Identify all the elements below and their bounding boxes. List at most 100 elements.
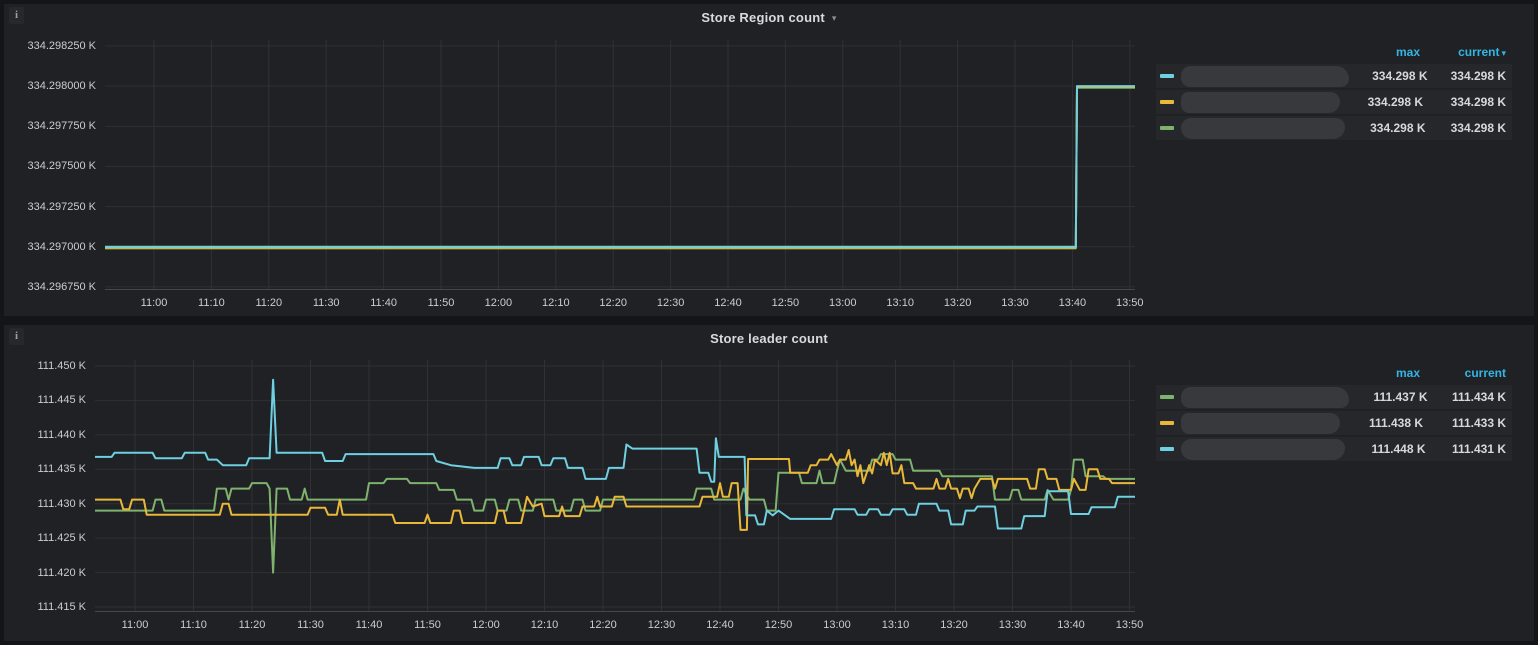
x-tick-label: 12:30 xyxy=(656,297,685,309)
x-tick-label: 12:40 xyxy=(706,619,734,631)
x-tick-label: 12:20 xyxy=(599,297,627,309)
x-tick-label: 12:40 xyxy=(714,297,742,309)
redacted-series-name xyxy=(1181,65,1349,87)
series-line-yellow xyxy=(95,449,1135,531)
redacted-series-name xyxy=(1181,117,1345,139)
legend-header: max current xyxy=(1156,363,1512,385)
legend-row[interactable]: 111.438 K 111.433 K xyxy=(1156,411,1512,435)
x-tick-label: 13:00 xyxy=(823,619,851,631)
series-color-swatch xyxy=(1160,74,1174,78)
x-tick-label: 13:20 xyxy=(943,297,972,309)
x-tick-label: 13:50 xyxy=(1116,297,1144,309)
x-tick-label: 11:00 xyxy=(121,619,149,631)
chart-svg xyxy=(95,360,1135,612)
series-color-swatch xyxy=(1160,395,1174,399)
x-tick-label: 12:10 xyxy=(542,297,570,309)
chart-area[interactable] xyxy=(95,360,1135,612)
x-tick-label: 11:20 xyxy=(255,297,283,309)
legend-row[interactable]: 334.298 K 334.298 K xyxy=(1156,64,1512,88)
chart-area[interactable] xyxy=(105,40,1135,290)
y-tick-label: 111.450 K xyxy=(37,359,86,372)
x-tick-label: 13:30 xyxy=(1001,297,1029,309)
legend-current-value: 111.434 K xyxy=(1451,390,1506,404)
redacted-series-name xyxy=(1181,412,1340,434)
redacted-series-name xyxy=(1181,438,1345,460)
panel-info-icon[interactable]: i xyxy=(9,7,24,24)
legend-column-max[interactable]: max xyxy=(1395,45,1420,59)
panel-store-leader-count: i Store leader count max current 111.437 K… xyxy=(4,325,1534,641)
panel-store-region-count: i Store Region count ▾ max current ▾ 334.298… xyxy=(4,4,1534,316)
series-line-green xyxy=(105,86,1135,250)
legend-max-value: 334.298 K xyxy=(1370,121,1426,135)
x-tick-label: 11:30 xyxy=(297,619,324,631)
x-tick-label: 11:40 xyxy=(370,297,397,309)
panel-title[interactable]: Store Region count ▾ xyxy=(4,10,1534,25)
chart-svg xyxy=(105,40,1135,290)
panel-title[interactable]: Store leader count xyxy=(4,331,1534,346)
series-color-swatch xyxy=(1160,421,1174,425)
series-line-yellow xyxy=(105,85,1135,249)
x-tick-label: 12:00 xyxy=(472,619,500,631)
y-tick-label: 334.296750 K xyxy=(27,280,96,293)
series-color-swatch xyxy=(1160,126,1174,130)
panel-info-icon[interactable]: i xyxy=(9,328,24,345)
legend-current-value: 334.298 K xyxy=(1450,69,1506,83)
legend-column-current[interactable]: current xyxy=(1464,366,1506,380)
legend-row[interactable]: 111.437 K 111.434 K xyxy=(1156,385,1512,409)
x-tick-label: 12:50 xyxy=(764,619,793,631)
legend-current-value: 111.433 K xyxy=(1451,416,1506,430)
y-tick-label: 334.297500 K xyxy=(27,160,96,173)
legend-current-value: 334.298 K xyxy=(1450,121,1506,135)
legend-row[interactable]: 334.298 K 334.298 K xyxy=(1156,90,1512,114)
x-tick-label: 13:50 xyxy=(1115,619,1144,631)
y-tick-label: 334.298250 K xyxy=(27,39,96,52)
x-tick-label: 11:20 xyxy=(238,619,266,631)
x-tick-label: 13:30 xyxy=(998,619,1027,631)
panel-title-text: Store Region count xyxy=(701,10,825,25)
x-tick-label: 11:50 xyxy=(427,297,455,309)
x-tick-label: 13:10 xyxy=(881,619,910,631)
x-tick-label: 13:20 xyxy=(940,619,968,631)
series-line-green xyxy=(95,453,1135,574)
y-tick-label: 111.435 K xyxy=(37,463,86,476)
legend-max-value: 334.298 K xyxy=(1367,95,1423,109)
legend-max-value: 111.437 K xyxy=(1373,390,1428,404)
redacted-series-name xyxy=(1181,386,1349,408)
legend-current-value: 334.298 K xyxy=(1450,95,1506,109)
legend-max-value: 111.438 K xyxy=(1368,416,1423,430)
sort-desc-icon: ▾ xyxy=(1501,48,1506,58)
y-tick-label: 334.297250 K xyxy=(27,200,96,213)
legend-row[interactable]: 334.298 K 334.298 K xyxy=(1156,116,1512,140)
x-tick-label: 11:10 xyxy=(198,297,225,309)
x-tick-label: 11:10 xyxy=(180,619,207,631)
legend-current-value: 111.431 K xyxy=(1451,442,1506,456)
y-tick-label: 111.415 K xyxy=(37,601,86,613)
y-tick-label: 334.298000 K xyxy=(27,80,96,93)
legend-column-current[interactable]: current ▾ xyxy=(1458,45,1506,59)
legend-column-max[interactable]: max xyxy=(1395,366,1420,380)
x-tick-label: 13:40 xyxy=(1057,619,1085,631)
x-tick-label: 13:10 xyxy=(886,297,914,309)
x-tick-label: 12:10 xyxy=(530,619,559,631)
x-tick-label: 12:00 xyxy=(484,297,513,309)
legend-header: max current ▾ xyxy=(1156,42,1512,64)
x-tick-label: 12:30 xyxy=(647,619,676,631)
y-tick-label: 111.430 K xyxy=(37,497,86,510)
legend: max current ▾ 334.298 K 334.298 K 334.298 K 33… xyxy=(1156,42,1512,142)
x-tick-label: 13:40 xyxy=(1058,297,1087,309)
x-tick-label: 11:40 xyxy=(355,619,383,631)
y-tick-label: 111.440 K xyxy=(37,428,86,441)
series-color-swatch xyxy=(1160,447,1174,451)
legend-row[interactable]: 111.448 K 111.431 K xyxy=(1156,437,1512,461)
x-tick-label: 11:30 xyxy=(312,297,340,309)
legend-max-value: 334.298 K xyxy=(1372,69,1428,83)
x-tick-label: 11:50 xyxy=(414,619,441,631)
x-tick-label: 12:50 xyxy=(771,297,800,309)
y-tick-label: 111.420 K xyxy=(37,566,86,579)
redacted-series-name xyxy=(1181,91,1340,113)
series-line-cyan xyxy=(95,378,1135,530)
y-tick-label: 334.297750 K xyxy=(27,120,96,133)
panel-title-text: Store leader count xyxy=(710,331,828,346)
legend: max current 111.437 K 111.434 K 111.438 K 111… xyxy=(1156,363,1512,463)
x-tick-label: 11:00 xyxy=(140,297,168,309)
